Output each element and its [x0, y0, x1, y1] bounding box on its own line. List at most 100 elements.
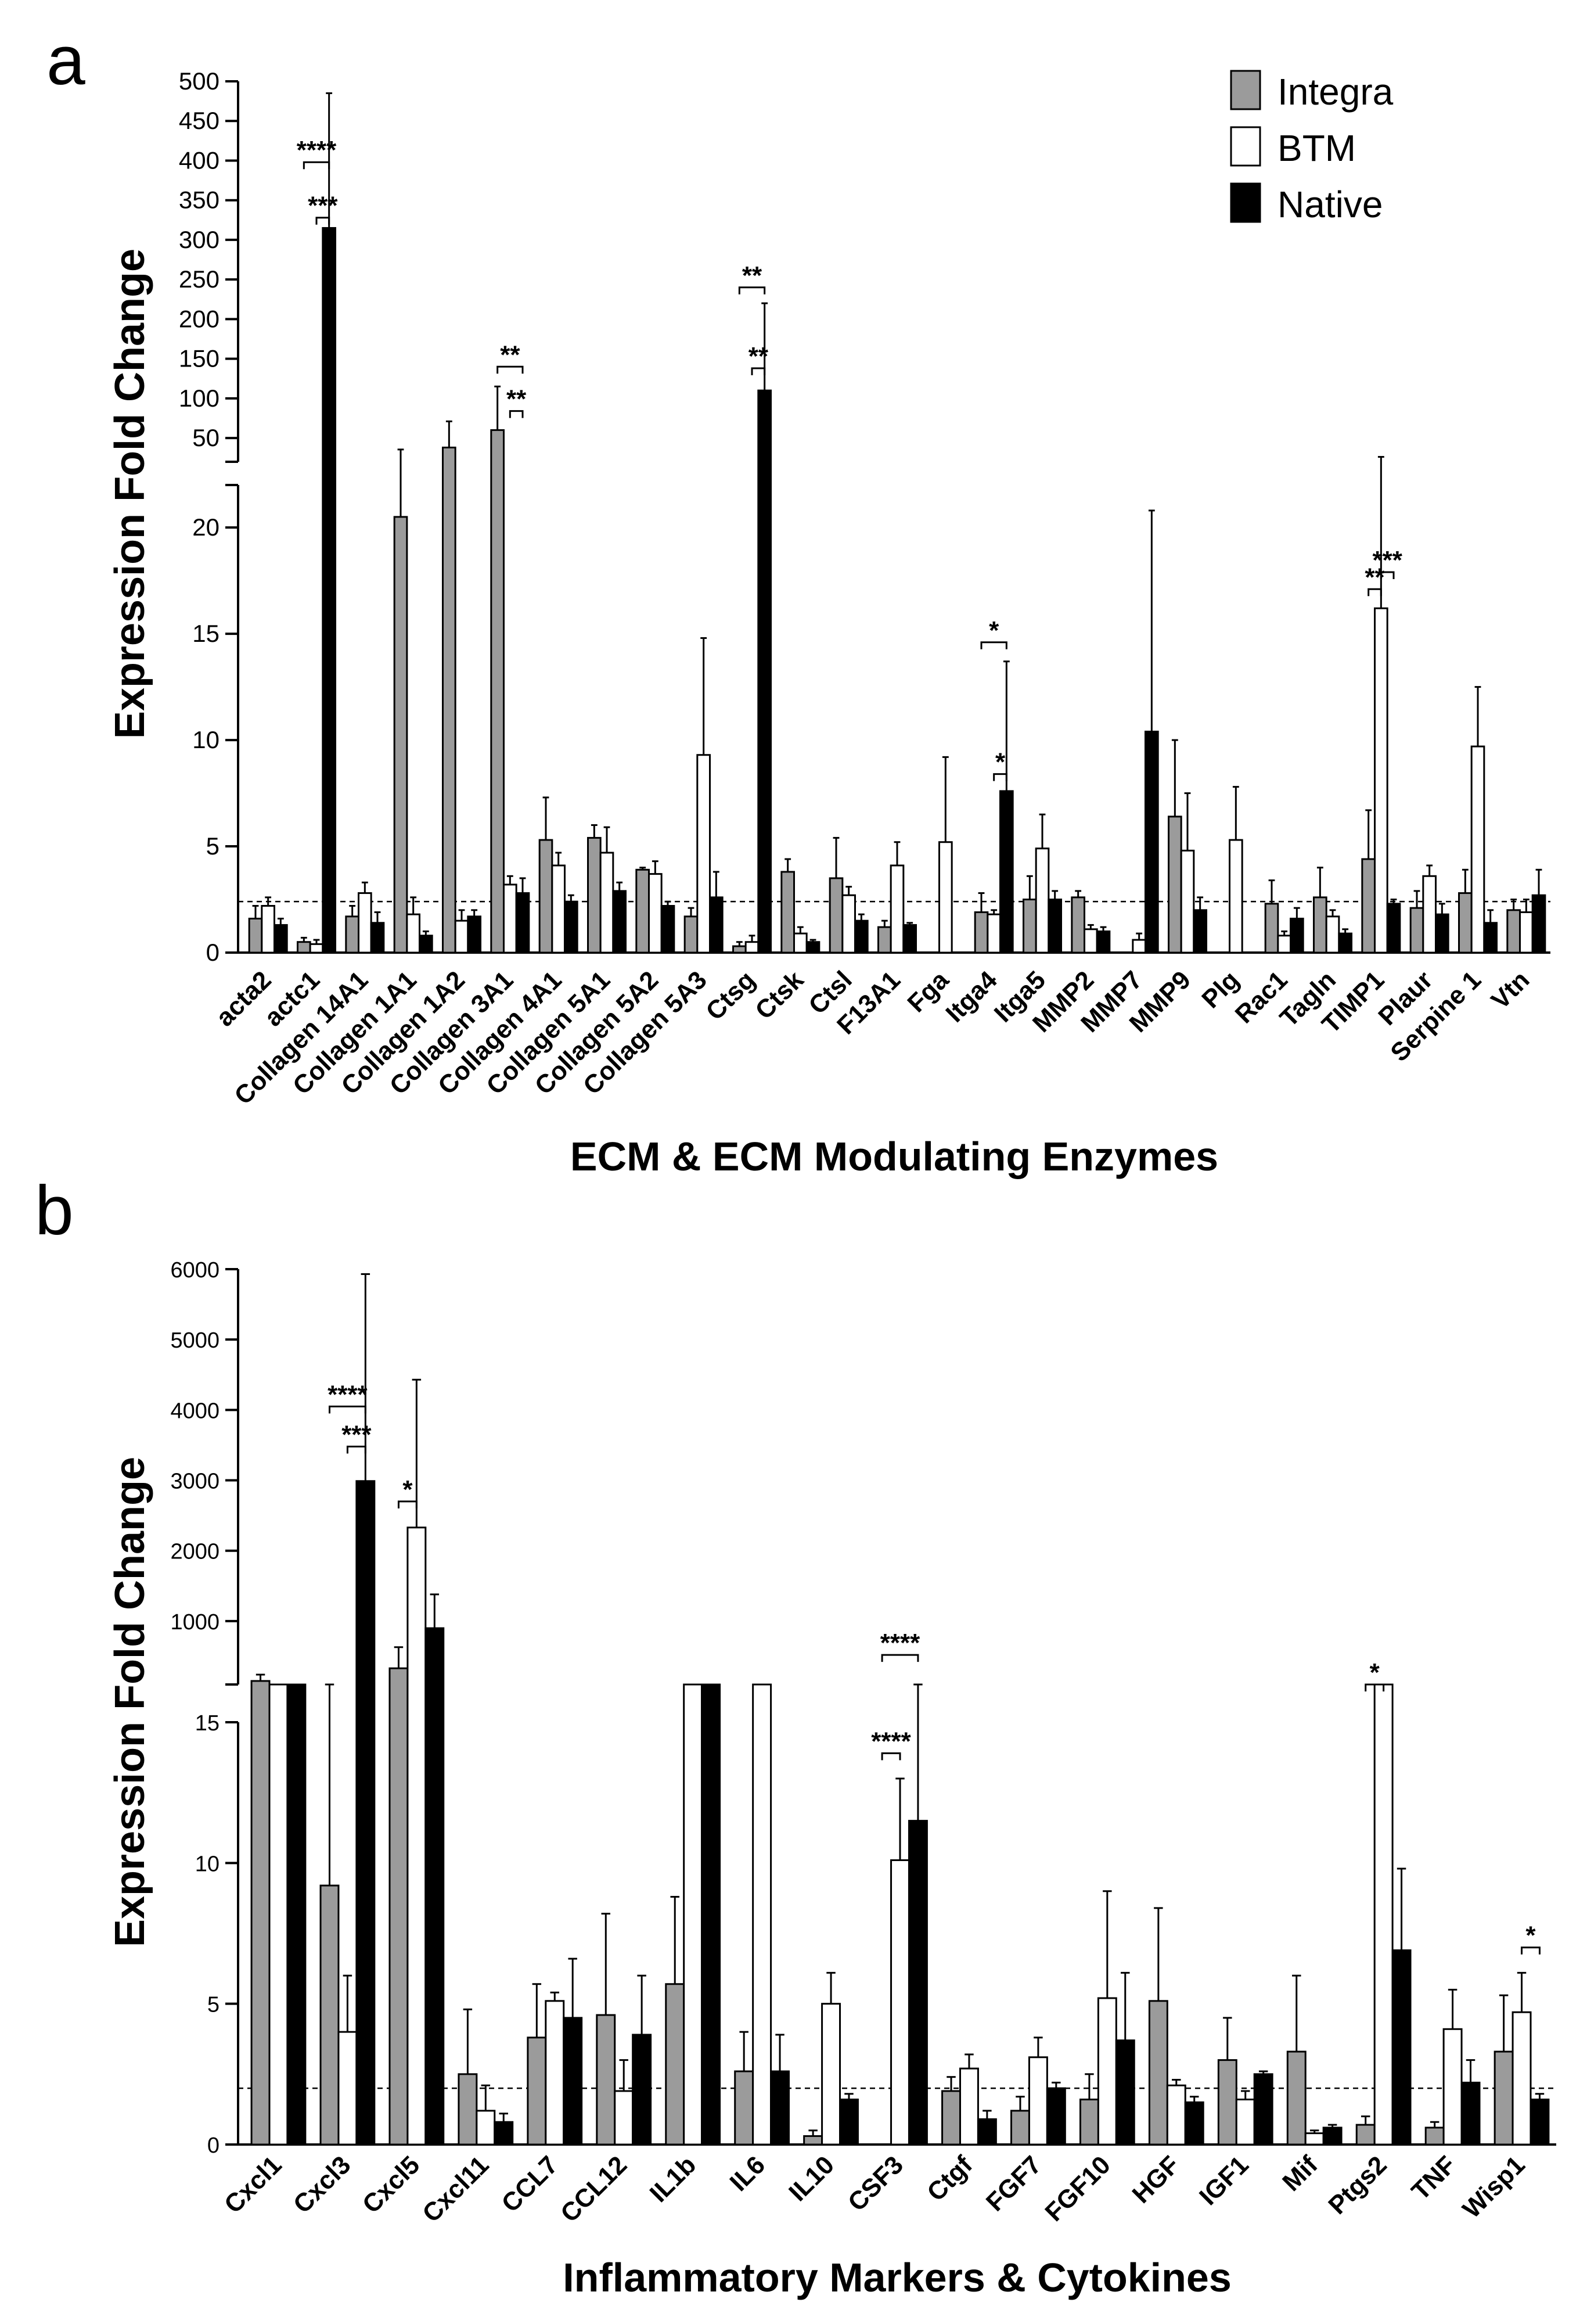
bar-integra-tnf: [1424, 2127, 1445, 2146]
y-tick-label: 5000: [170, 1328, 219, 1353]
x-category-cxcl1: Cxcl1: [219, 2150, 287, 2219]
bar-btm-ptgs2: [1373, 1683, 1394, 2146]
bar-integra-collagen-14a1: [345, 915, 359, 954]
legend-swatch-integra: [1230, 70, 1261, 110]
bar-btm-cxcl3: [337, 2031, 358, 2146]
bar-integra-mmp2: [1071, 896, 1086, 954]
significance-bracket: [738, 286, 766, 294]
significance-label: ***: [1372, 546, 1402, 574]
significance-label: *: [1370, 1658, 1380, 1687]
x-axis-title: Inflammatory Markers & Cytokines: [563, 2255, 1232, 2300]
y-tick-label: 6000: [170, 1258, 219, 1283]
bar-native-acta2: [274, 924, 288, 954]
bar-integra-acta2: [248, 917, 263, 954]
significance-bracket: [315, 217, 330, 225]
bar-btm-hgf: [1166, 2084, 1186, 2146]
bar-native-ccl12: [632, 2034, 652, 2146]
bar-native-collagen-5a3: [709, 896, 724, 954]
significance-label: ****: [328, 1380, 368, 1409]
x-category-tnf: TNF: [1406, 2150, 1462, 2206]
bar-btm-csf3: [890, 1859, 910, 2146]
bar-integra-cxcl5: [388, 1667, 409, 2146]
significance-bracket: [496, 365, 524, 374]
bar-native-tnf: [1460, 2081, 1481, 2146]
bar-integra-collagen-5a2: [635, 868, 650, 954]
bar-integra-rac1: [1264, 903, 1279, 954]
x-category-ctsk: Ctsk: [750, 965, 809, 1025]
significance-bracket: [751, 367, 766, 375]
significance-bracket: [328, 1405, 366, 1414]
bar-btm-ccl7: [545, 2000, 565, 2146]
bar-integra-collagen-1a2: [442, 446, 456, 954]
bar-native-collagen-4a1: [564, 900, 578, 954]
x-category-fgf7: FGF7: [981, 2150, 1047, 2217]
bar-integra-mif: [1286, 2050, 1307, 2146]
x-category-il6: IL6: [725, 2150, 771, 2197]
bar-integra-hgf: [1148, 2000, 1168, 2146]
significance-label: ****: [871, 1727, 911, 1755]
y-tick-label: 450: [179, 107, 219, 134]
y-tick-label: 200: [179, 305, 219, 332]
bar-native-collagen-3a1: [515, 892, 530, 954]
y-tick-label: 100: [179, 385, 219, 412]
bar-btm-mif: [1304, 2132, 1325, 2146]
bar-btm-collagen-5a1: [599, 852, 614, 954]
bar-btm-collagen-5a2: [648, 873, 663, 954]
legend-label-integra: Integra: [1277, 71, 1394, 113]
x-category-ptgs2: Ptgs2: [1323, 2150, 1392, 2219]
bar-native-cxcl5: [424, 1627, 445, 2146]
significance-label: ***: [341, 1420, 372, 1449]
bar-native-collagen-5a1: [612, 890, 627, 954]
bar-native-wisp1: [1530, 2098, 1550, 2146]
bar-btm-collagen-14a1: [358, 892, 372, 954]
bar-native-cxcl3: [355, 1480, 376, 2146]
bar-native-itga5: [1048, 899, 1063, 954]
bar-btm-vtn: [1519, 911, 1534, 954]
y-tick-label: 10: [192, 726, 219, 753]
bar-btm-plaur: [1422, 875, 1437, 954]
bar-native-mmp9: [1193, 909, 1207, 954]
bar-btm-cxcl5: [406, 1526, 427, 2146]
bar-native-mmp2: [1096, 930, 1111, 954]
bar-btm-cxcl11: [476, 2110, 496, 2146]
bar-btm-collagen-1a2: [454, 919, 469, 954]
x-category-itga4: Itga4: [940, 965, 1003, 1028]
y-tick-label: 3000: [170, 1470, 219, 1494]
legend-label-native: Native: [1277, 184, 1383, 225]
bar-integra-ctgf: [941, 2090, 961, 2146]
bar-native-serpine-1: [1483, 922, 1498, 954]
bar-btm-mmp2: [1084, 928, 1098, 954]
bar-native-mif: [1322, 2127, 1343, 2146]
bar-btm-collagen-4a1: [551, 864, 566, 954]
bar-native-f13a1: [902, 924, 917, 954]
bar-btm-tnf: [1442, 2028, 1463, 2146]
bar-native-ccl7: [563, 2017, 583, 2146]
bar-btm-f13a1: [890, 864, 905, 954]
bar-integra-vtn: [1506, 909, 1521, 954]
bar-native-il1b: [701, 1683, 721, 2146]
bar-native-itga4: [999, 790, 1014, 954]
y-tick-label: 350: [179, 186, 219, 214]
significance-label: **: [500, 340, 520, 369]
x-category-il10: IL10: [783, 2150, 840, 2207]
bar-native-il6: [770, 2070, 790, 2146]
bar-native-cxcl11: [494, 2121, 514, 2146]
bar-btm-igf1: [1235, 2098, 1255, 2146]
significance-bracket: [1521, 1946, 1541, 1955]
bar-integra-il10: [803, 2135, 823, 2146]
significance-label: ****: [297, 136, 337, 164]
x-category-cxcl11: Cxcl11: [417, 2150, 494, 2228]
bar-integra-il1b: [665, 1983, 685, 2146]
x-category-hgf: HGF: [1127, 2150, 1185, 2208]
y-tick-label: 150: [179, 345, 219, 372]
significance-label: **: [742, 261, 762, 290]
bar-native-fgf7: [1046, 2087, 1066, 2146]
bar-native-tagln: [1338, 932, 1352, 954]
bar-native-fgf10: [1115, 2039, 1135, 2146]
x-category-ctgf: Ctgf: [922, 2150, 978, 2207]
significance-bracket: [993, 773, 1007, 781]
bar-btm-ccl12: [614, 2090, 634, 2146]
bar-btm-il1b: [683, 1683, 703, 2146]
bar-native-collagen-1a2: [467, 915, 481, 954]
